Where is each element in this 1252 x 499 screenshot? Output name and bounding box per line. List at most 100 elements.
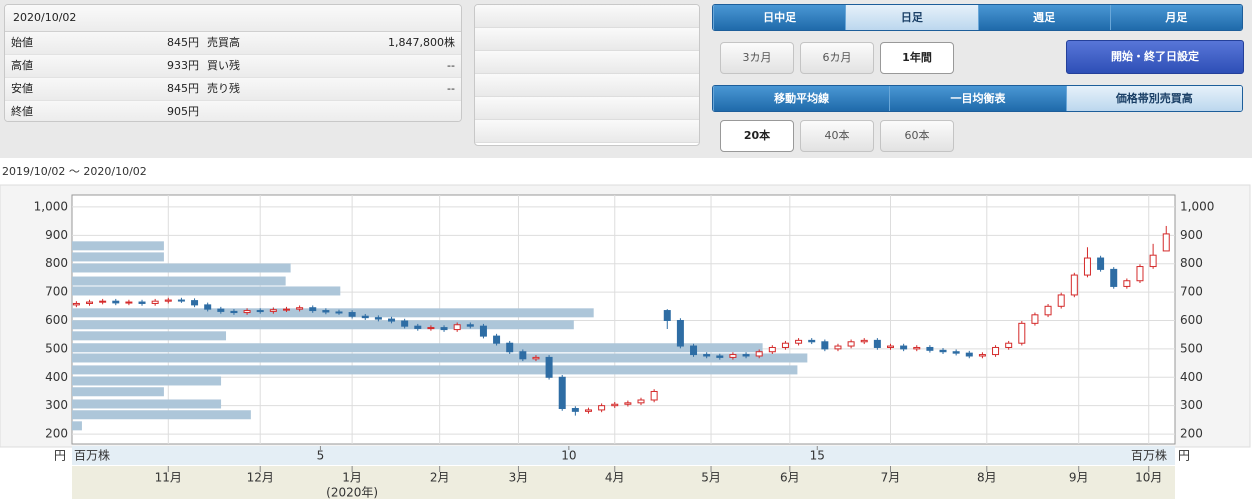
candle-body xyxy=(335,311,343,314)
volume-bar xyxy=(72,252,164,262)
volume-unit-left: 百万株 xyxy=(74,448,110,463)
candle-body xyxy=(191,300,199,306)
count-button[interactable]: 40本 xyxy=(800,120,874,152)
volume-axis-strip xyxy=(72,446,1175,465)
volume-bar xyxy=(72,353,808,363)
candle-body xyxy=(900,345,908,350)
candle-body xyxy=(808,339,816,343)
candle-body xyxy=(913,346,921,350)
candle-body xyxy=(952,351,960,354)
candle-body xyxy=(1044,305,1052,316)
candle-body xyxy=(716,355,724,358)
candle-body xyxy=(690,345,698,356)
period-tabs: 日中足 日足 週足 月足 xyxy=(712,4,1243,31)
candle-body xyxy=(440,327,448,331)
volume-bar xyxy=(72,320,574,330)
x-tick-label: 5月 xyxy=(701,471,721,485)
candle-body xyxy=(768,346,776,353)
volume-bar xyxy=(72,399,222,409)
candle-body xyxy=(374,317,382,320)
label: 終値 xyxy=(11,105,33,118)
label: 買い残 xyxy=(207,59,240,72)
x-tick-label: 3月 xyxy=(509,471,529,485)
candle-body xyxy=(427,327,435,330)
x-tick-label: 4月 xyxy=(605,471,625,485)
count-button[interactable]: 60本 xyxy=(880,120,954,152)
candle-body xyxy=(637,399,645,404)
y-tick-label-right: 400 xyxy=(1180,370,1203,384)
tab[interactable]: 週足 xyxy=(977,5,1110,30)
label: 始値 xyxy=(11,36,33,49)
candle-body xyxy=(860,339,868,343)
candle-body xyxy=(72,302,80,306)
volume-bar xyxy=(72,241,164,251)
volume-tick-label: 5 xyxy=(317,449,325,463)
volume-bar xyxy=(72,286,341,296)
volume-bar xyxy=(72,343,763,353)
tab[interactable]: 価格帯別売買高 xyxy=(1065,86,1242,111)
tab[interactable]: 移動平均線 xyxy=(713,86,890,111)
candle-body xyxy=(821,341,829,350)
tab[interactable]: 日足 xyxy=(845,5,978,30)
candle-body xyxy=(479,325,487,337)
candle-body xyxy=(1018,322,1026,344)
candle-body xyxy=(1070,274,1078,296)
x-tick-label: 10月 xyxy=(1135,471,1162,485)
candle-body xyxy=(86,301,94,304)
tab[interactable]: 一目均衡表 xyxy=(889,86,1066,111)
date-setting-button[interactable]: 開始・終了日設定 xyxy=(1066,40,1244,74)
candle-body xyxy=(1097,257,1105,270)
count-button[interactable]: 20本 xyxy=(720,120,794,152)
x-tick-label: 8月 xyxy=(977,471,997,485)
candle-body xyxy=(322,310,330,313)
tab[interactable]: 月足 xyxy=(1109,5,1242,30)
volume-bar xyxy=(72,421,82,431)
price-info-panel: 2020/10/02 始値 845円 売買高 1,847,800株 高値 933円 買い残… xyxy=(4,4,462,122)
x-tick-label: 1月 xyxy=(342,471,362,485)
candle-body xyxy=(112,300,120,304)
info-row: 高値 933円 買い残 -- xyxy=(5,55,461,78)
candle-body xyxy=(361,315,369,319)
candle-body xyxy=(1162,233,1170,252)
y-tick-label: 700 xyxy=(45,285,68,299)
year-label: (2020年) xyxy=(326,486,378,499)
candle-body xyxy=(309,307,317,312)
y-tick-label-right: 300 xyxy=(1180,398,1203,412)
range-button[interactable]: 6カ月 xyxy=(800,42,874,74)
candle-body xyxy=(545,356,553,378)
candle-body xyxy=(992,346,1000,356)
candle-body xyxy=(243,310,251,314)
candle-body xyxy=(558,376,566,410)
volume-tick-label: 15 xyxy=(810,449,825,463)
candle-body xyxy=(414,325,422,329)
candle-body xyxy=(742,354,750,357)
volume-bar xyxy=(72,263,291,273)
candle-body xyxy=(506,342,514,353)
candle-body xyxy=(1057,294,1065,307)
indicator-tabs: 移動平均線 一目均衡表 価格帯別売買高 xyxy=(712,85,1243,112)
value: -- xyxy=(447,59,455,72)
candle-body xyxy=(795,339,803,344)
x-tick-label: 11月 xyxy=(155,471,182,485)
candle-body xyxy=(256,310,264,313)
y-tick-label: 600 xyxy=(45,313,68,327)
value: -- xyxy=(447,82,455,95)
candle-body xyxy=(847,341,855,347)
candle-body xyxy=(611,403,619,407)
candle-body xyxy=(348,312,356,317)
volume-tick-label: 10 xyxy=(561,449,576,463)
y-tick-label-right: 500 xyxy=(1180,341,1203,355)
candle-body xyxy=(1005,342,1013,348)
x-tick-label: 7月 xyxy=(881,471,901,485)
range-button[interactable]: 3カ月 xyxy=(720,42,794,74)
y-tick-label: 900 xyxy=(45,228,68,242)
y-unit-right: 円 xyxy=(1178,449,1190,463)
volume-bar xyxy=(72,331,227,341)
candle-body xyxy=(230,310,238,314)
candle-body xyxy=(571,408,579,412)
range-button[interactable]: 1年間 xyxy=(880,42,954,74)
tab[interactable]: 日中足 xyxy=(713,5,846,30)
y-tick-label: 200 xyxy=(45,427,68,441)
label: 売買高 xyxy=(207,36,240,49)
volume-bar xyxy=(72,276,286,286)
